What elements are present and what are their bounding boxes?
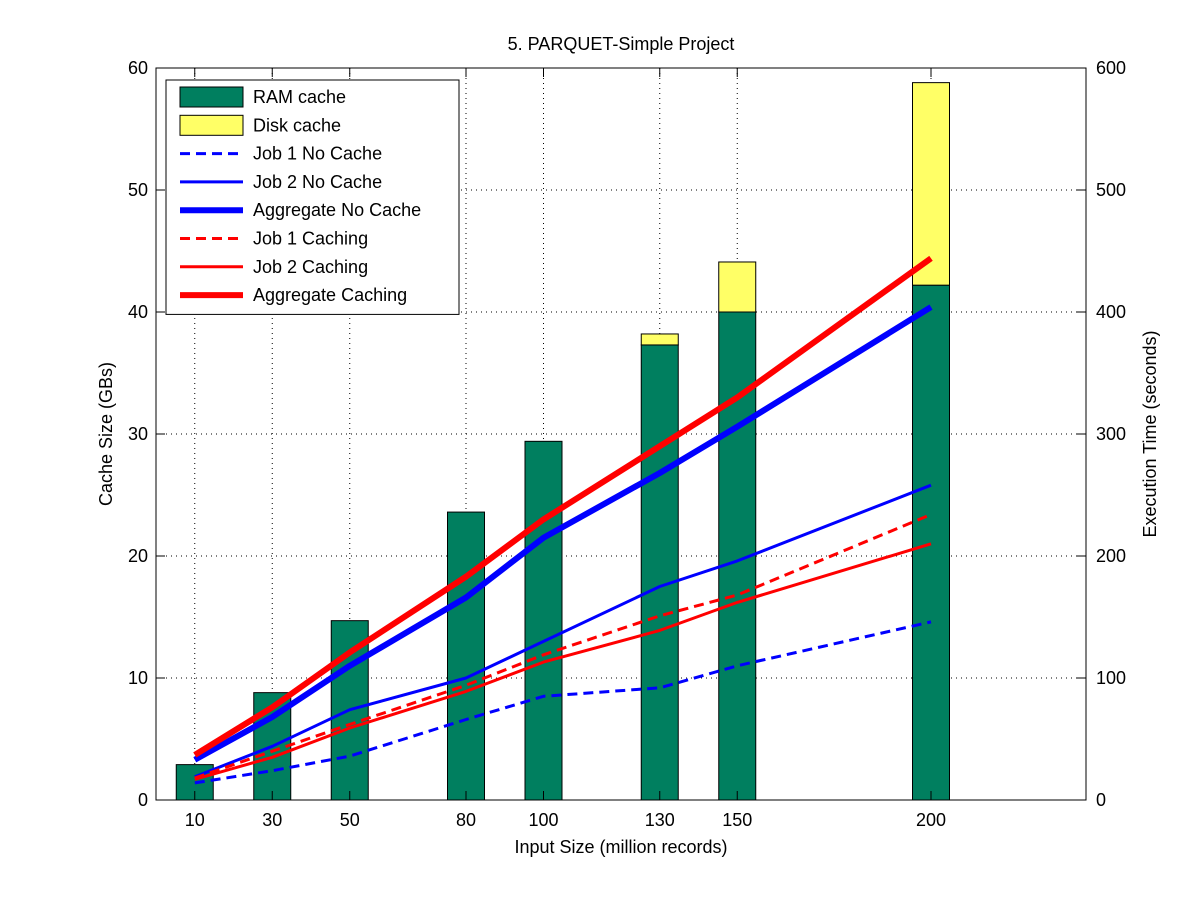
x-axis-label: Input Size (million records): [514, 837, 727, 857]
series-line-job-2-no-cache: [194, 483, 932, 779]
legend-label: Aggregate No Cache: [253, 200, 421, 220]
y-axis-right-label: Execution Time (seconds): [1140, 330, 1160, 537]
legend-label: Aggregate Caching: [253, 285, 407, 305]
y-right-tick-label: 0: [1096, 790, 1106, 810]
x-tick-label: 150: [722, 810, 752, 830]
x-tick-label: 50: [340, 810, 360, 830]
axes: 10 30 50 80 100 130 150 20001020304050600100200…: [128, 58, 1126, 830]
x-tick-label: 30: [262, 810, 282, 830]
legend-label: Disk cache: [253, 115, 341, 135]
bar-ram-cache: [447, 511, 485, 801]
y-right-tick-label: 300: [1096, 424, 1126, 444]
y-right-tick-label: 100: [1096, 668, 1126, 688]
x-tick-label: 10: [185, 810, 205, 830]
legend-label: Job 2 Caching: [253, 257, 368, 277]
bar-disk-cache: [912, 82, 950, 286]
legend-label: RAM cache: [253, 87, 346, 107]
y-left-tick-label: 40: [128, 302, 148, 322]
y-left-tick-label: 30: [128, 424, 148, 444]
y-left-tick-label: 10: [128, 668, 148, 688]
bar-ram-cache: [524, 440, 563, 801]
y-left-tick-label: 60: [128, 58, 148, 78]
series-line-aggregate-no-cache: [193, 304, 933, 763]
x-tick-label: 80: [456, 810, 476, 830]
y-right-tick-label: 400: [1096, 302, 1126, 322]
bar-ram-cache: [640, 344, 679, 801]
legend-label: Job 1 No Cache: [253, 144, 382, 164]
y-left-tick-label: 0: [138, 790, 148, 810]
series-line-job-1-caching: [194, 513, 932, 780]
x-tick-label: 200: [916, 810, 946, 830]
legend-swatch: [179, 114, 244, 136]
y-axis-left-label: Cache Size (GBs): [96, 362, 116, 506]
legend-label: Job 2 No Cache: [253, 172, 382, 192]
bar-disk-cache: [640, 333, 679, 346]
legend-label: Job 1 Caching: [253, 229, 368, 249]
y-right-tick-label: 200: [1096, 546, 1126, 566]
chart-title: 5. PARQUET-Simple Project: [508, 34, 735, 54]
bar-disk-cache: [718, 261, 757, 313]
legend: RAM cache Disk cache Job 1 No Cache Job 2 N…: [165, 79, 460, 315]
y-left-tick-label: 50: [128, 180, 148, 200]
legend-swatch: [179, 86, 244, 108]
x-tick-label: 130: [645, 810, 675, 830]
y-right-tick-label: 600: [1096, 58, 1126, 78]
x-tick-label: 100: [528, 810, 558, 830]
series-line-job-2-caching: [194, 542, 932, 781]
bar-ram-cache: [912, 284, 950, 801]
series-lines: [193, 255, 933, 785]
y-left-tick-label: 20: [128, 546, 148, 566]
y-right-tick-label: 500: [1096, 180, 1126, 200]
series-line-aggregate-caching: [193, 255, 933, 758]
